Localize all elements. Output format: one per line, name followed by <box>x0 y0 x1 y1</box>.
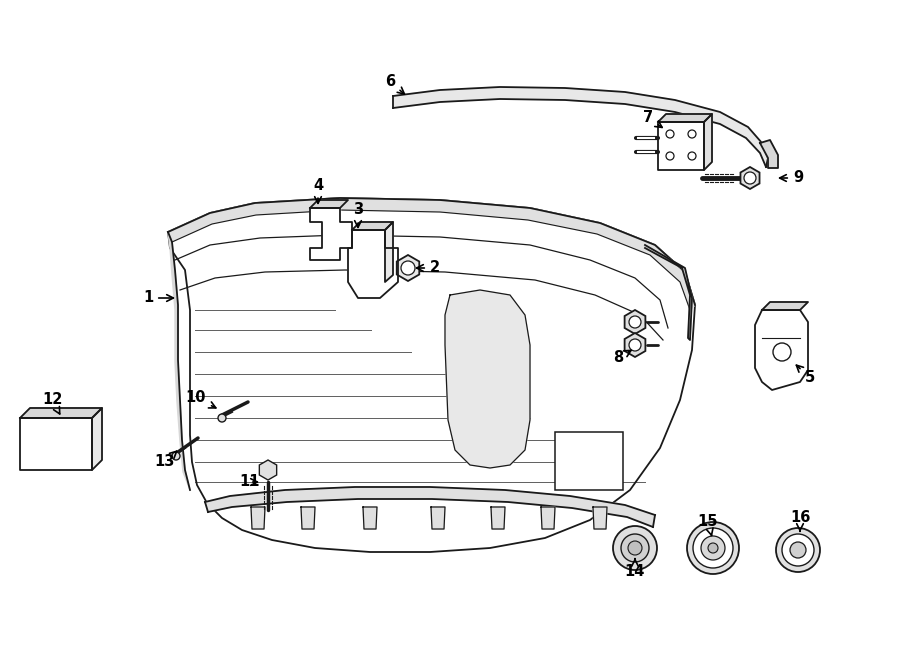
Circle shape <box>401 261 415 275</box>
Text: 15: 15 <box>698 514 718 535</box>
Polygon shape <box>20 408 102 418</box>
Circle shape <box>708 543 718 553</box>
Polygon shape <box>741 167 760 189</box>
Text: 4: 4 <box>313 178 323 204</box>
Polygon shape <box>755 310 808 390</box>
Polygon shape <box>168 232 190 490</box>
Polygon shape <box>168 198 695 552</box>
Polygon shape <box>658 114 712 122</box>
Polygon shape <box>593 507 607 529</box>
Bar <box>555 432 623 490</box>
Circle shape <box>666 152 674 160</box>
Text: 1: 1 <box>143 290 174 305</box>
Circle shape <box>776 528 820 572</box>
Circle shape <box>701 536 725 560</box>
Text: 10: 10 <box>185 391 216 408</box>
Polygon shape <box>259 460 276 480</box>
Polygon shape <box>491 507 505 529</box>
Circle shape <box>666 130 674 138</box>
Text: 7: 7 <box>643 110 662 128</box>
Polygon shape <box>310 200 348 208</box>
Circle shape <box>218 414 226 422</box>
Circle shape <box>693 528 733 568</box>
Text: 12: 12 <box>41 393 62 414</box>
Polygon shape <box>393 87 768 167</box>
Polygon shape <box>704 114 712 170</box>
Text: 8: 8 <box>613 350 631 366</box>
Circle shape <box>629 316 641 328</box>
Polygon shape <box>20 418 92 470</box>
Polygon shape <box>762 302 808 310</box>
Circle shape <box>744 172 756 184</box>
Text: 16: 16 <box>790 510 810 531</box>
Circle shape <box>688 152 696 160</box>
Polygon shape <box>431 507 445 529</box>
Polygon shape <box>363 507 377 529</box>
Circle shape <box>688 130 696 138</box>
Circle shape <box>613 526 657 570</box>
Polygon shape <box>348 230 398 298</box>
Text: 5: 5 <box>796 365 815 385</box>
Polygon shape <box>658 122 704 170</box>
Polygon shape <box>625 310 645 334</box>
Polygon shape <box>205 487 655 527</box>
Polygon shape <box>301 507 315 529</box>
Text: 11: 11 <box>239 475 260 490</box>
Text: 2: 2 <box>417 260 440 276</box>
Text: 3: 3 <box>353 202 363 227</box>
Circle shape <box>628 541 642 555</box>
Polygon shape <box>251 507 265 529</box>
Text: 9: 9 <box>779 171 803 186</box>
Polygon shape <box>168 198 695 310</box>
Circle shape <box>629 339 641 351</box>
Circle shape <box>790 542 806 558</box>
Polygon shape <box>385 222 393 282</box>
Polygon shape <box>352 222 393 230</box>
Circle shape <box>621 534 649 562</box>
Text: 13: 13 <box>155 451 176 469</box>
Polygon shape <box>310 208 352 260</box>
Polygon shape <box>92 408 102 470</box>
Text: 6: 6 <box>385 75 404 94</box>
Circle shape <box>773 343 791 361</box>
Polygon shape <box>397 255 419 281</box>
Circle shape <box>782 534 814 566</box>
Polygon shape <box>645 245 692 340</box>
Polygon shape <box>625 333 645 357</box>
Text: 14: 14 <box>625 559 645 580</box>
Circle shape <box>172 452 180 460</box>
Polygon shape <box>541 507 555 529</box>
Polygon shape <box>760 140 778 168</box>
Circle shape <box>687 522 739 574</box>
Polygon shape <box>445 290 530 468</box>
